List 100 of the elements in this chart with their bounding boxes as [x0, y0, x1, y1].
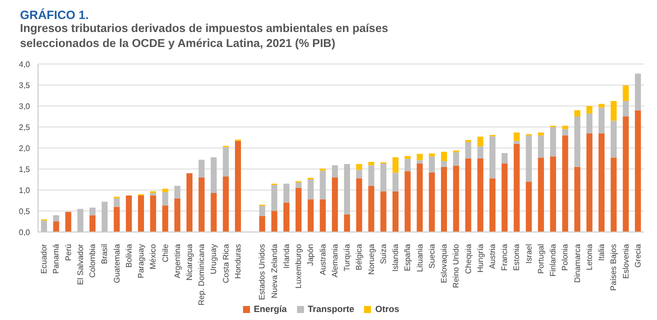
bar — [271, 211, 278, 232]
y-tick-label: 3,0 — [18, 102, 31, 111]
bar — [259, 206, 266, 216]
x-tick-label: Honduras — [233, 244, 242, 279]
bar — [356, 164, 362, 170]
bar — [514, 144, 520, 232]
x-tick-label: Dinamarca — [572, 243, 582, 283]
bar — [477, 158, 484, 232]
x-tick-label: Ecuador — [40, 244, 49, 274]
bar — [356, 178, 362, 232]
bar — [502, 164, 508, 232]
bar — [114, 206, 120, 232]
bar — [514, 140, 520, 144]
bar — [320, 199, 326, 232]
bar — [586, 133, 592, 232]
y-tick-label: 4,0 — [18, 60, 31, 69]
bar — [550, 127, 556, 156]
bar — [610, 100, 617, 121]
x-tick-label: Turquía — [342, 243, 352, 272]
bar — [440, 161, 447, 167]
legend-label: Otros — [375, 304, 400, 314]
chart-subtitle: Ingresos tributarios derivados de impuestos ambientales en países seleccionados de la OCDE y América Latina, 2021 (% PIB) — [20, 22, 390, 52]
x-tick-label: Portugal — [536, 244, 546, 274]
bar — [320, 170, 326, 200]
bar — [296, 188, 302, 232]
bar — [150, 195, 156, 232]
bar — [150, 192, 156, 196]
x-tick-label: Francia — [500, 243, 510, 271]
bar — [465, 158, 472, 232]
bar — [453, 152, 460, 166]
x-tick-label: Bolivia — [124, 243, 134, 268]
bar — [222, 147, 229, 177]
bar — [126, 195, 132, 232]
bar — [526, 135, 532, 182]
bar — [198, 177, 205, 232]
bar — [610, 120, 617, 158]
bar — [634, 110, 641, 232]
bar — [562, 129, 568, 136]
bar — [453, 166, 460, 232]
x-tick-label: Irlanda — [282, 243, 291, 268]
bar — [308, 180, 314, 200]
bar — [562, 126, 568, 130]
bar — [574, 166, 580, 232]
bar — [90, 208, 96, 216]
bar — [174, 198, 180, 232]
x-tick-label: Chile — [160, 243, 170, 262]
x-tick-label: Estonia — [512, 243, 522, 271]
bar — [562, 135, 568, 232]
x-tick-label: Paraguay — [136, 244, 146, 278]
bar — [114, 198, 120, 207]
bar — [222, 176, 229, 232]
bar — [234, 140, 241, 232]
x-tick-label: Noruega — [366, 243, 376, 275]
bar — [138, 195, 144, 232]
x-tick-label: Nicaragua — [185, 243, 194, 280]
x-tick-label: Austria — [488, 243, 497, 269]
x-tick-label: Italia — [597, 243, 606, 261]
bar — [380, 164, 386, 192]
bar — [283, 184, 290, 203]
bar — [90, 215, 96, 232]
x-tick-label: Perú — [64, 244, 73, 261]
bar — [53, 215, 60, 222]
x-tick-label: Suiza — [378, 243, 388, 264]
bar — [440, 166, 447, 232]
bar — [586, 106, 592, 114]
x-tick-label: Panamá — [52, 243, 61, 274]
x-tick-label: Argentina — [172, 243, 182, 278]
bar — [622, 100, 629, 116]
x-tick-label: Guatemala — [112, 243, 122, 284]
x-tick-label: Uruguay — [209, 244, 218, 274]
bar — [622, 85, 629, 101]
bar — [526, 182, 532, 232]
x-tick-label: Reino Unido — [452, 243, 461, 288]
bar — [102, 202, 108, 232]
x-tick-label: México — [148, 243, 158, 270]
x-tick-label: Costa Rica — [221, 243, 230, 284]
bar — [416, 160, 423, 164]
bar — [198, 160, 205, 178]
bar — [186, 173, 192, 232]
bar — [428, 172, 435, 232]
bar — [283, 202, 290, 232]
y-tick-label: 2,5 — [18, 122, 31, 132]
bar — [574, 116, 580, 167]
x-tick-label: Luxemburgo — [294, 243, 304, 288]
y-tick-label: 0,5 — [18, 206, 31, 216]
bar — [259, 216, 266, 232]
bar — [428, 153, 435, 156]
legend-label: Energía — [254, 304, 287, 314]
x-tick-label: Finlandia — [548, 243, 558, 276]
y-tick-label: 1,0 — [18, 186, 31, 195]
bar — [174, 186, 180, 198]
x-tick-label: Nueva Zelanda — [270, 243, 279, 298]
bar — [538, 158, 544, 232]
bar — [586, 114, 592, 134]
bar — [344, 214, 350, 232]
bar — [41, 220, 48, 232]
x-tick-label: Suecia — [427, 243, 436, 268]
bar — [162, 206, 168, 232]
x-tick-label: El Salvador — [76, 244, 85, 285]
bar — [210, 157, 217, 193]
